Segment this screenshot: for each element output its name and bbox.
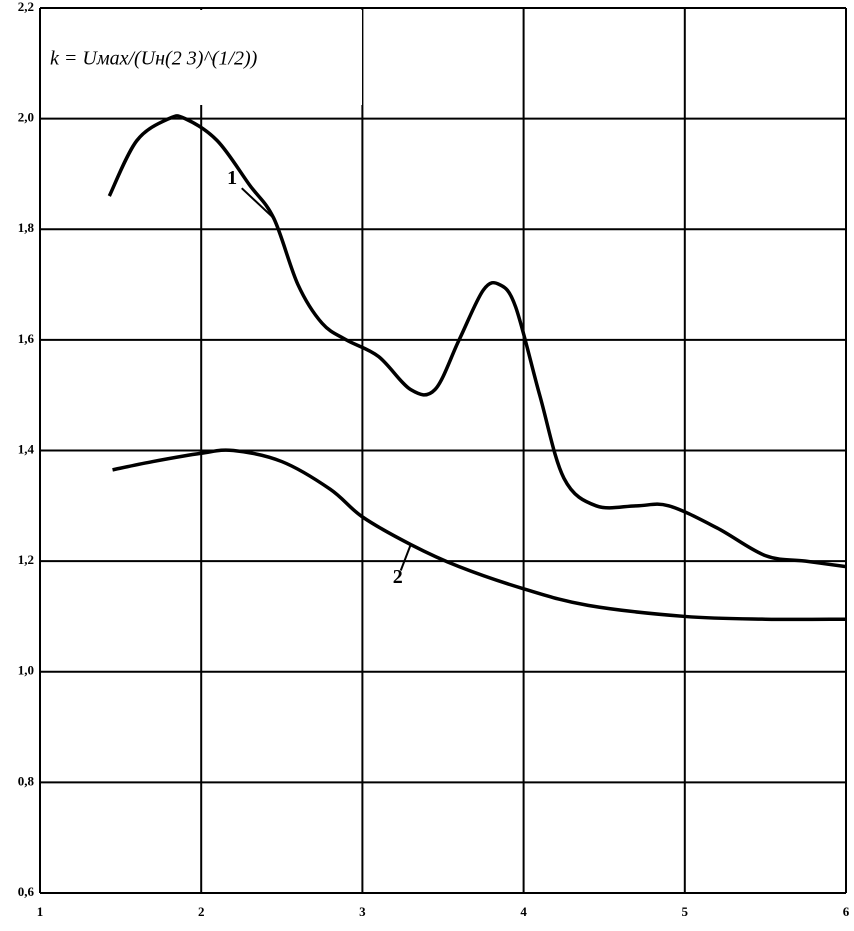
leader-line bbox=[399, 544, 412, 571]
y-tick-label: 2,0 bbox=[18, 110, 34, 125]
y-tick-label: 1,6 bbox=[18, 331, 35, 346]
y-tick-label: 1,0 bbox=[18, 663, 34, 678]
data-line bbox=[112, 448, 847, 622]
leader-line bbox=[241, 187, 275, 219]
data-line bbox=[107, 114, 847, 569]
x-tick-label: 2 bbox=[198, 904, 205, 919]
formula: k = Uмах/(Uн(2 3)^(1/2)) bbox=[50, 48, 258, 70]
x-tick-label: 6 bbox=[843, 904, 850, 919]
y-tick-label: 1,4 bbox=[18, 441, 35, 456]
y-tick-label: 0,8 bbox=[18, 773, 35, 788]
curve-label: 1 bbox=[227, 167, 237, 189]
x-tick-label: 5 bbox=[682, 904, 689, 919]
y-tick-label: 2,2 bbox=[18, 0, 34, 14]
x-tick-label: 3 bbox=[359, 904, 366, 919]
curve-label: 2 bbox=[393, 566, 403, 588]
y-tick-label: 0,6 bbox=[18, 884, 35, 899]
formula-box bbox=[42, 10, 362, 105]
x-tick-label: 1 bbox=[37, 904, 44, 919]
y-tick-label: 1,2 bbox=[18, 552, 34, 567]
x-tick-label: 4 bbox=[520, 904, 527, 919]
y-tick-label: 1,8 bbox=[18, 220, 35, 235]
